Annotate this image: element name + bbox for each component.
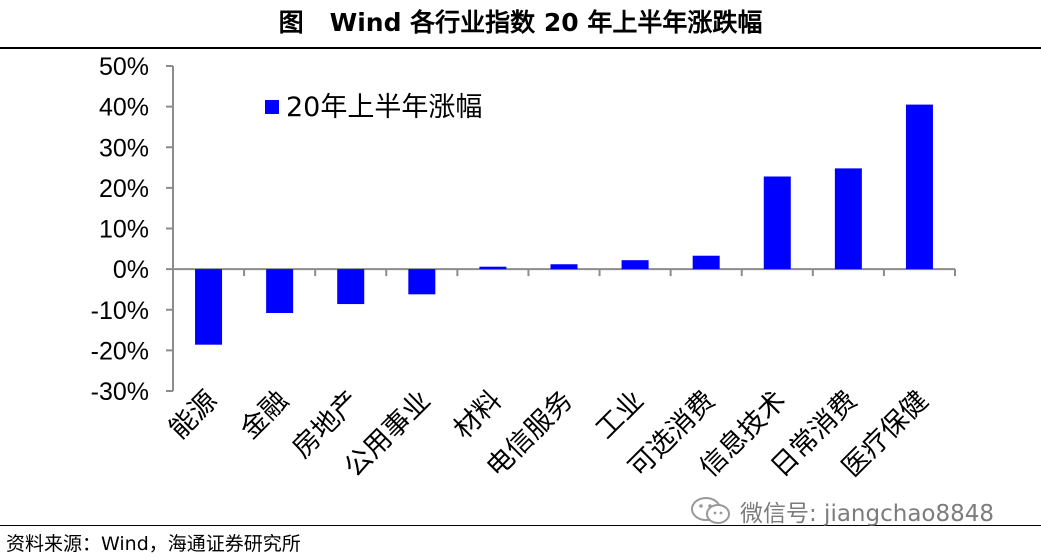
bar: [195, 269, 223, 345]
y-tick-label: -20%: [91, 337, 149, 365]
bar-chart: 50%40%30%20%10%0%-10%-20%-30% 能源 金融房地产公用事业…: [91, 53, 956, 483]
bar: [905, 104, 933, 270]
y-tick-label: 50%: [99, 53, 149, 81]
bottom-rule: [0, 525, 1041, 526]
y-tick-label: -10%: [91, 297, 149, 325]
legend-swatch: [265, 100, 279, 114]
watermark: 微信号: jiangchao8848: [690, 494, 994, 528]
y-tick-label: 0%: [113, 256, 149, 284]
y-tick-label: 30%: [99, 134, 149, 162]
bar: [408, 269, 436, 295]
bar: [763, 176, 791, 270]
bar: [266, 269, 294, 313]
legend-label: 20年上半年涨幅: [286, 92, 482, 123]
x-category-label: 能源: [163, 385, 223, 445]
bar: [621, 260, 649, 270]
top-rule: [0, 47, 1041, 49]
wechat-icon: [691, 497, 730, 524]
y-tick-label: 10%: [99, 216, 149, 244]
x-category-label: 材料: [448, 385, 508, 445]
x-category-label: 金融: [234, 385, 294, 445]
y-tick-label: 40%: [99, 94, 149, 122]
bar: [337, 269, 365, 305]
bar: [692, 255, 720, 270]
x-category-label: 工业: [590, 385, 650, 445]
figure-prefix: 图: [278, 8, 304, 37]
figure-title-text: Wind 各行业指数 20 年上半年涨跌幅: [329, 8, 763, 37]
watermark-text: 微信号: jiangchao8848: [740, 501, 995, 527]
source-note: 资料来源：Wind，海通证券研究所: [6, 533, 301, 555]
chart-title: 图 Wind 各行业指数 20 年上半年涨跌幅: [0, 0, 1041, 46]
bar: [479, 266, 507, 270]
y-tick-label: 20%: [99, 175, 149, 203]
y-tick-label: -30%: [91, 378, 149, 406]
bar: [550, 264, 578, 270]
bar: [834, 168, 862, 270]
